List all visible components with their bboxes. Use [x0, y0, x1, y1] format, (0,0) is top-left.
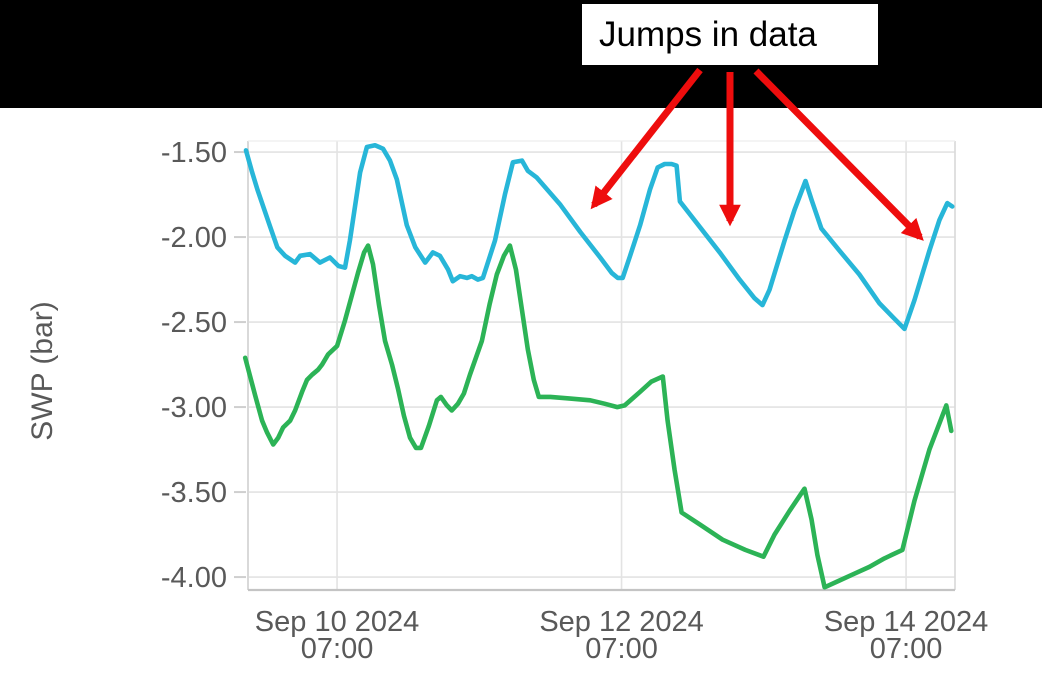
jump-arrow-right — [753, 68, 924, 241]
y-tick-label: -3.00 — [161, 392, 227, 424]
plot-borders — [247, 140, 956, 592]
x-tick-label-time: 07:00 — [585, 633, 658, 665]
top-banner: Jumps in data — [0, 0, 1042, 108]
y-tick-label: -3.50 — [161, 477, 227, 509]
jump-annotation-arrows — [590, 67, 924, 241]
jump-arrow-left — [590, 67, 703, 210]
callout-box: Jumps in data — [582, 4, 878, 65]
x-tick-label-date: Sep 14 2024 — [824, 606, 988, 638]
y-axis-title: SWP (bar) — [26, 301, 59, 440]
x-tick-label-date: Sep 10 2024 — [255, 606, 419, 638]
axis-tick-labels: -1.50 -2.00 -2.50 -3.00 -3.50 -4.00 Sep 10 202… — [161, 137, 988, 665]
axis-ticks — [234, 151, 246, 579]
line-series-1 — [243, 143, 955, 332]
y-tick-label: -4.00 — [161, 562, 227, 594]
data-series — [242, 143, 955, 590]
y-tick-label: -2.50 — [161, 307, 227, 339]
x-tick-label-time: 07:00 — [301, 633, 374, 665]
x-tick-label-time: 07:00 — [870, 633, 943, 665]
callout-label: Jumps in data — [599, 14, 817, 54]
x-tick-label-date: Sep 12 2024 — [539, 606, 703, 638]
line-series-2 — [242, 243, 954, 590]
y-tick-label: -1.50 — [161, 137, 227, 169]
y-tick-label: -2.00 — [161, 222, 227, 254]
